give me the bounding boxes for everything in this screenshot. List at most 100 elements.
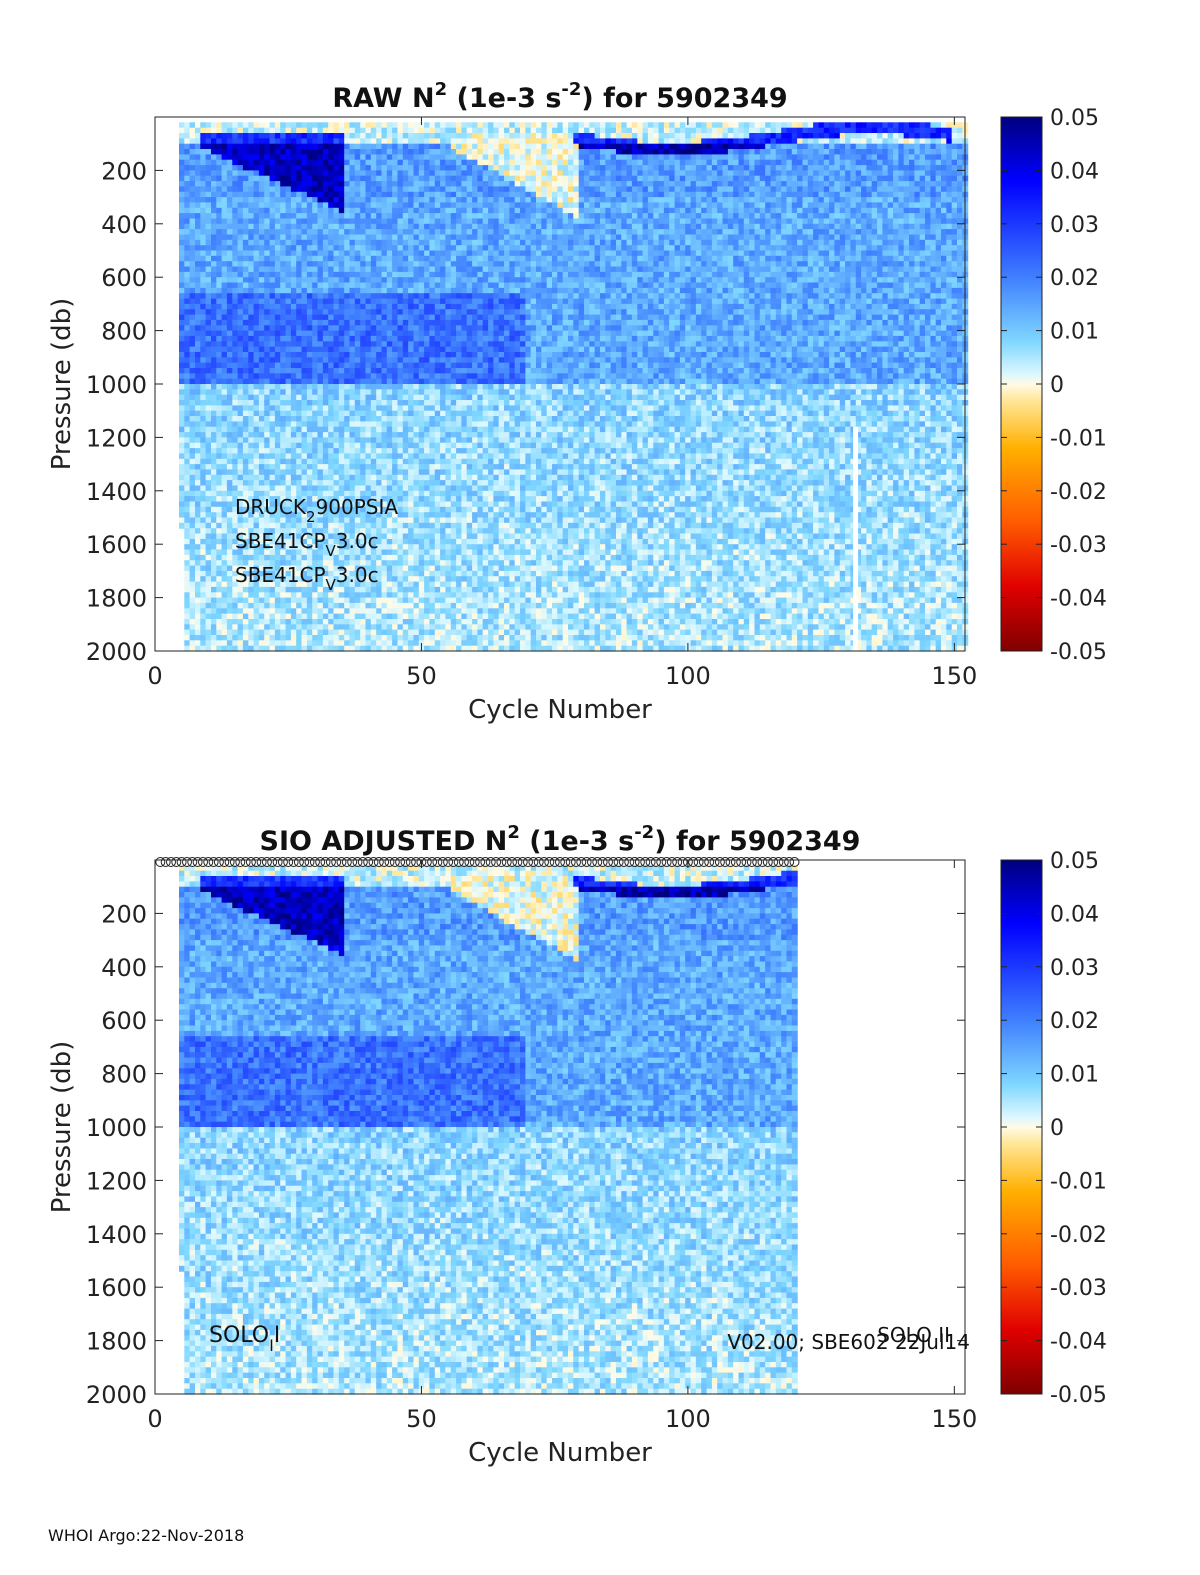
heatmap-cell	[424, 287, 431, 294]
heatmap-cell	[397, 389, 404, 396]
heatmap-cell	[424, 400, 431, 406]
heatmap-cell	[408, 255, 415, 262]
heatmap-cell	[269, 277, 276, 284]
heatmap-cell	[413, 277, 420, 284]
heatmap-cell	[429, 122, 436, 129]
heatmap-cell	[418, 565, 425, 572]
heatmap-cell	[237, 469, 244, 476]
heatmap-cell	[296, 378, 303, 385]
heatmap-cell	[317, 410, 324, 417]
heatmap-cell	[328, 416, 335, 422]
heatmap-cell	[248, 629, 255, 636]
heatmap-cell	[317, 138, 324, 145]
heatmap-cell	[354, 389, 361, 396]
heatmap-cell	[216, 357, 223, 364]
heatmap-cell	[328, 635, 335, 641]
heatmap-cell	[205, 576, 212, 583]
heatmap-cell	[242, 309, 249, 316]
heatmap-cell	[333, 533, 340, 540]
heatmap-cell	[211, 245, 217, 252]
heatmap-cell	[301, 458, 308, 465]
heatmap-cell	[413, 303, 420, 310]
heatmap-cell	[216, 218, 223, 225]
heatmap-cell	[413, 186, 420, 193]
heatmap-cell	[328, 426, 335, 433]
heatmap-cell	[221, 485, 228, 492]
heatmap-cell	[189, 400, 196, 406]
heatmap-cell	[296, 314, 303, 321]
heatmap-cell	[338, 635, 345, 641]
heatmap-cell	[290, 250, 297, 257]
heatmap-cell	[317, 421, 324, 428]
heatmap-cell	[269, 229, 276, 236]
heatmap-cell	[322, 133, 329, 139]
heatmap-cell	[226, 490, 233, 497]
heatmap-cell	[301, 619, 308, 625]
heatmap-cell	[328, 448, 335, 455]
heatmap-cell	[322, 490, 329, 497]
heatmap-cell	[189, 325, 196, 332]
heatmap-cell	[216, 624, 223, 631]
heatmap-cell	[258, 197, 265, 204]
heatmap-cell	[264, 549, 271, 556]
heatmap-cell	[381, 512, 388, 519]
heatmap-cell	[189, 426, 196, 433]
heatmap-cell	[200, 432, 207, 439]
heatmap-cell	[179, 432, 185, 439]
heatmap-cell	[306, 410, 313, 417]
heatmap-cell	[354, 207, 361, 214]
heatmap-cell	[370, 640, 377, 647]
heatmap-cell	[237, 368, 244, 374]
heatmap-cell	[440, 266, 447, 273]
heatmap-cell	[328, 474, 335, 481]
heatmap-cell	[381, 432, 388, 439]
heatmap-cell	[248, 239, 255, 246]
heatmap-cell	[328, 282, 335, 289]
heatmap-cell	[179, 261, 185, 268]
heatmap-cell	[424, 635, 431, 641]
heatmap-cell	[392, 250, 399, 257]
heatmap-cell	[232, 480, 239, 487]
heatmap-cell	[338, 570, 345, 577]
heatmap-cell	[253, 629, 260, 636]
heatmap-cell	[258, 635, 265, 641]
heatmap-cell	[397, 287, 404, 294]
heatmap-cell	[211, 490, 217, 497]
heatmap-cell	[290, 133, 297, 139]
heatmap-cell	[408, 362, 415, 369]
heatmap-cell	[376, 181, 383, 188]
heatmap-cell	[333, 229, 340, 236]
heatmap-cell	[269, 608, 276, 615]
heatmap-cell	[253, 517, 260, 524]
heatmap-cell	[429, 223, 436, 230]
heatmap-cell	[237, 608, 244, 615]
heatmap-cell	[354, 496, 361, 503]
heatmap-cell	[296, 138, 303, 145]
heatmap-cell	[274, 394, 281, 401]
heatmap-cell	[402, 319, 409, 326]
heatmap-cell	[424, 362, 431, 369]
heatmap-cell	[258, 293, 265, 300]
heatmap-cell	[440, 517, 447, 524]
heatmap-cell	[328, 245, 335, 252]
heatmap-cell	[434, 629, 441, 636]
heatmap-cell	[237, 432, 244, 439]
heatmap-cell	[434, 528, 441, 535]
heatmap-cell	[386, 341, 393, 348]
heatmap-cell	[434, 266, 441, 273]
heatmap-cell	[434, 234, 441, 241]
heatmap-cell	[269, 640, 276, 647]
heatmap-cell	[392, 538, 399, 545]
heatmap-cell	[232, 490, 239, 497]
heatmap-cell	[226, 522, 233, 529]
heatmap-cell	[392, 608, 399, 615]
heatmap-cell	[354, 282, 361, 289]
heatmap-cell	[301, 271, 308, 278]
heatmap-cell	[200, 581, 207, 588]
heatmap-cell	[381, 191, 388, 198]
heatmap-cell	[365, 544, 372, 551]
heatmap-cell	[280, 373, 287, 380]
heatmap-cell	[312, 608, 319, 615]
heatmap-cell	[344, 469, 351, 476]
heatmap-cell	[232, 645, 239, 652]
